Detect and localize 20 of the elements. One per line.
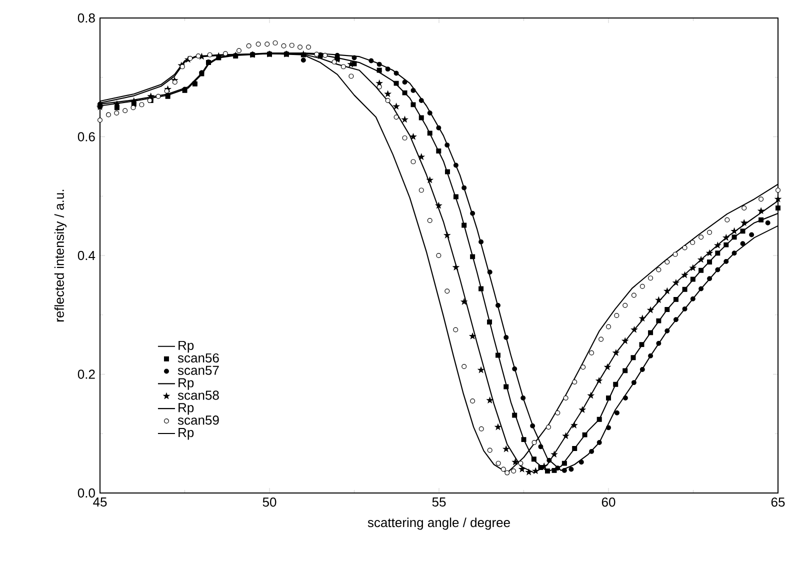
x-axis-title: scattering angle / degree <box>368 518 510 530</box>
y-tick-label: 0.8 <box>78 13 95 23</box>
y-tick-label: 0.6 <box>78 132 95 142</box>
y-tick-label: 0.0 <box>78 488 95 498</box>
legend-label: Rp <box>178 340 194 353</box>
x-tick-label: 65 <box>771 498 785 507</box>
x-tick-label: 45 <box>93 498 107 507</box>
x-tick-label: 60 <box>602 498 616 507</box>
y-axis-title: reflected intensity / a.u. <box>54 190 67 322</box>
y-tick-label: 0.4 <box>78 250 96 260</box>
legend-label: scan59 <box>178 416 219 425</box>
y-tick-label: 0.2 <box>78 370 95 379</box>
legend-label: scan58 <box>178 390 219 400</box>
legend-label: scan56 <box>178 353 219 363</box>
legend-label: scan57 <box>178 366 219 375</box>
legend-label: Rp <box>178 428 194 440</box>
x-tick-label: 50 <box>262 498 276 507</box>
legend-label: Rp <box>178 403 194 415</box>
legend-label: Rp <box>178 378 194 390</box>
x-tick-label: 55 <box>432 498 446 507</box>
